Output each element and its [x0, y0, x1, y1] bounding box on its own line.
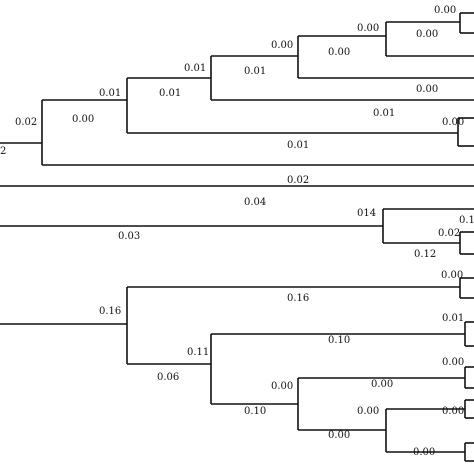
- branch-length-label: 0.01: [244, 66, 266, 77]
- branch-length-label: 0.00: [413, 447, 435, 458]
- branch-length-label: 0.00: [416, 84, 438, 95]
- branch-length-label: 0.01: [287, 140, 309, 151]
- branch-length-label: 014: [357, 208, 376, 219]
- branch-length-label: 0.00: [442, 117, 464, 128]
- branch-length-labels: 0.00 0.00 0.00 0.00 0.00 0.01 0.01 0.01 …: [0, 5, 474, 458]
- branch-length-label: 2: [0, 146, 6, 157]
- branch-length-label: 0.00: [328, 47, 350, 58]
- branch-length-label: 0.16: [287, 293, 309, 304]
- branch-length-label: 0.00: [72, 114, 94, 125]
- branch-length-label: 0.10: [244, 406, 266, 417]
- branch-length-label: 0.00: [357, 406, 379, 417]
- branch-length-label: 0.01: [184, 63, 206, 74]
- branch-length-label: 0.00: [271, 381, 293, 392]
- branch-length-label: 0.16: [99, 306, 121, 317]
- branch-length-label: 0.00: [441, 270, 463, 281]
- branch-length-label: 0.00: [416, 29, 438, 40]
- branch-length-label: 0.04: [244, 197, 266, 208]
- branch-length-label: 0.00: [371, 379, 393, 390]
- branch-length-label: 0.06: [157, 372, 179, 383]
- branch-length-label: 0.01: [159, 88, 181, 99]
- branch-length-label: 0.01: [99, 88, 121, 99]
- branch-length-label: 0.01: [373, 108, 395, 119]
- branch-length-label: 0.02: [15, 117, 37, 128]
- branch-length-label: 0.00: [271, 40, 293, 51]
- branch-length-label: 0.00: [434, 5, 456, 16]
- branch-length-label: 0.02: [438, 228, 460, 239]
- branch-length-label: 0.00: [442, 406, 464, 417]
- branch-length-label: 0.02: [287, 175, 309, 186]
- branch-length-label: 0.10: [328, 335, 350, 346]
- branch-length-label: 0.03: [118, 231, 140, 242]
- tree-branches: [0, 12, 474, 462]
- branch-length-label: 0.11: [187, 347, 209, 358]
- branch-length-label: 0.1: [459, 215, 474, 226]
- branch-length-label: 0.01: [442, 313, 464, 324]
- branch-length-label: 0.12: [414, 249, 436, 260]
- branch-length-label: 0.00: [442, 357, 464, 368]
- branch-length-label: 0.00: [357, 23, 379, 34]
- branch-length-label: 0.00: [328, 430, 350, 441]
